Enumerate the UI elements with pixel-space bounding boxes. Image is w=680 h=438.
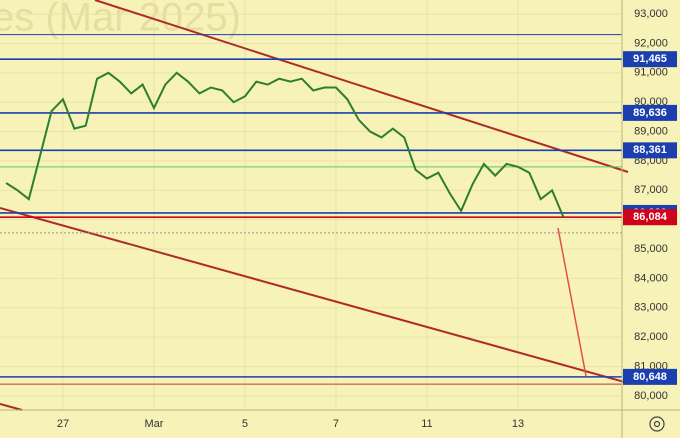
y-tick-label: 92,000 <box>634 37 668 49</box>
axes: 80,00081,00082,00083,00084,00085,00086,0… <box>57 8 677 430</box>
price-label: 88,361 <box>633 144 667 156</box>
y-tick-label: 84,000 <box>634 272 668 284</box>
price-line <box>5 71 565 218</box>
plot <box>0 34 622 385</box>
x-tick-label: Mar <box>144 418 163 430</box>
price-label-box <box>623 368 677 385</box>
y-tick-label: 91,000 <box>634 67 668 79</box>
y-tick-label: 89,000 <box>634 125 668 137</box>
trend-line <box>0 403 23 411</box>
price-label-box <box>623 142 677 159</box>
price-label: 89,636 <box>633 107 667 119</box>
y-tick-label: 80,000 <box>634 390 668 402</box>
y-tick-label: 93,000 <box>634 8 668 20</box>
y-tick-label: 82,000 <box>634 331 668 343</box>
price-label-box <box>623 104 677 121</box>
grid <box>0 0 622 410</box>
projection-arrow <box>557 227 587 377</box>
y-tick-label: 87,000 <box>634 184 668 196</box>
trend-line <box>94 0 629 173</box>
price-label: 86,084 <box>633 211 668 223</box>
settings-button[interactable] <box>649 416 665 432</box>
x-tick-label: 13 <box>512 418 524 430</box>
price-label: 91,465 <box>633 53 667 65</box>
settings-icon[interactable] <box>653 420 661 428</box>
price-label-box <box>623 209 677 226</box>
trend-line <box>0 207 629 384</box>
watermark: es (Mar 2025) <box>0 0 241 40</box>
y-tick-label: 85,000 <box>634 243 668 255</box>
price-label-box <box>623 51 677 68</box>
y-tick-label: 83,000 <box>634 302 668 314</box>
price-label: 80,648 <box>633 371 667 383</box>
x-tick-label: 11 <box>421 418 432 430</box>
x-tick-label: 7 <box>333 418 339 430</box>
x-tick-label: 27 <box>57 418 69 430</box>
x-tick-label: 5 <box>242 418 248 430</box>
